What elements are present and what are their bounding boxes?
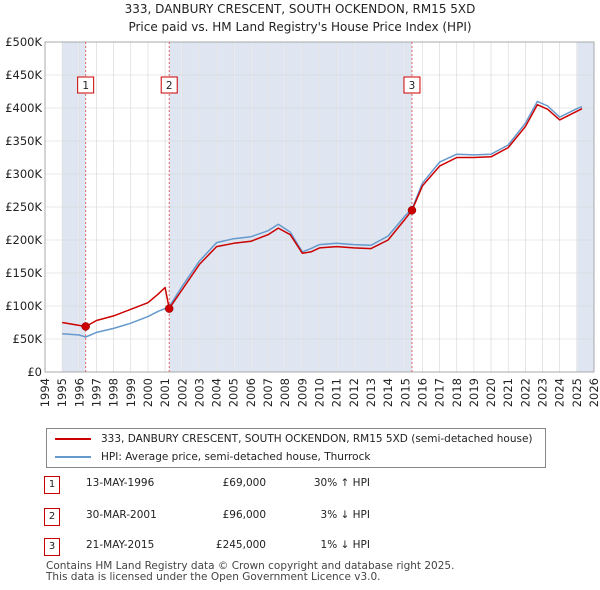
x-tick-label: 2013 [364, 378, 378, 407]
x-tick-label: 2022 [518, 378, 532, 407]
y-tick-label: £150K [5, 266, 42, 280]
price-chart: £0 £50K £100K £150K £200K £250K £300K £350K £400… [5, 35, 600, 407]
transaction-price: £245,000 [215, 539, 266, 551]
sale-label-box [403, 76, 421, 94]
x-tick-label: 2021 [501, 378, 515, 407]
x-tick-label: 1998 [107, 378, 121, 407]
property-line-swatch [55, 438, 91, 440]
sale-point [81, 322, 90, 331]
x-tick-label: 2024 [553, 378, 567, 407]
x-tick-label: 2023 [536, 378, 550, 407]
x-tick-label: 1994 [38, 378, 52, 407]
x-tick-label: 2020 [484, 378, 498, 407]
sale-label: 3 [409, 80, 416, 92]
transaction-price: £69,000 [222, 477, 266, 489]
x-tick-label: 2018 [450, 378, 464, 407]
y-tick-label: £250K [5, 200, 42, 214]
x-tick-label: 2003 [192, 378, 206, 407]
y-tick-label: £100K [5, 299, 42, 313]
hpi-line [62, 100, 583, 338]
legend-hpi-label: HPI: Average price, semi-detached house,… [101, 451, 371, 463]
x-tick-label: 1999 [124, 378, 138, 407]
property-price-line [62, 103, 583, 328]
transaction-hpi: 30% ↑ HPI [313, 477, 370, 489]
x-tick-label: 2008 [278, 378, 292, 407]
x-tick-label: 2019 [467, 378, 481, 407]
legend-property-label: 333, DANBURY CRESCENT, SOUTH OCKENDON, R… [101, 433, 533, 445]
hpi-line-swatch [55, 456, 91, 458]
transaction-marker: 1 [44, 476, 60, 494]
transaction-date: 13-MAY-1996 [86, 477, 155, 489]
x-tick-label: 1995 [55, 378, 69, 407]
sale-point [407, 206, 417, 215]
y-tick-label: £200K [5, 233, 42, 247]
y-tick-label: £500K [5, 35, 42, 49]
x-tick-label: 2006 [244, 378, 258, 407]
x-tick-label: 2017 [433, 378, 447, 407]
x-tick-label: 2005 [227, 378, 241, 407]
transaction-hpi: 3% ↓ HPI [320, 509, 370, 521]
plot-frame [44, 41, 595, 373]
transaction-hpi: 1% ↓ HPI [320, 539, 370, 551]
x-tick-label: 2025 [570, 378, 584, 407]
x-tick-label: 2012 [347, 378, 361, 407]
chart-subtitle: Price paid vs. HM Land Registry's House … [128, 20, 472, 34]
transaction-marker: 2 [44, 508, 60, 526]
x-tick-label: 2009 [295, 378, 309, 407]
x-tick-label: 1996 [72, 378, 86, 407]
x-tick-label: 2011 [330, 378, 344, 407]
sale-point [164, 304, 174, 313]
transaction-date: 30-MAR-2001 [86, 509, 157, 521]
sale-label: 2 [166, 80, 173, 92]
legend-item-property: 333, DANBURY CRESCENT, SOUTH OCKENDON, R… [55, 431, 533, 447]
legend: 333, DANBURY CRESCENT, SOUTH OCKENDON, R… [46, 428, 546, 468]
footer-licence: This data is licensed under the Open Gov… [46, 571, 381, 583]
sale-label-box [160, 76, 178, 94]
x-tick-label: 2004 [210, 378, 224, 407]
footer: Contains HM Land Registry data © Crown c… [46, 561, 454, 583]
x-tick-label: 2015 [398, 378, 412, 407]
x-tick-label: 2002 [175, 378, 189, 407]
y-tick-label: £400K [5, 101, 42, 115]
transaction-price: £96,000 [222, 509, 266, 521]
x-tick-label: 2000 [141, 378, 155, 407]
transaction-date: 21-MAY-2015 [86, 539, 155, 551]
transaction-marker: 3 [44, 538, 60, 556]
y-tick-label: £50K [13, 332, 43, 346]
x-tick-label: 2007 [261, 378, 275, 407]
sale-label-box [77, 76, 95, 94]
x-tick-label: 1997 [89, 378, 103, 407]
y-tick-label: £450K [5, 68, 42, 82]
y-tick-label: £0 [27, 365, 42, 379]
sale-label: 1 [82, 80, 89, 92]
legend-item-hpi: HPI: Average price, semi-detached house,… [55, 449, 370, 465]
x-tick-label: 2026 [587, 378, 600, 407]
footer-copyright: Contains HM Land Registry data © Crown c… [46, 560, 455, 572]
y-tick-label: £350K [5, 134, 42, 148]
y-tick-label: £300K [5, 167, 42, 181]
x-tick-label: 2010 [313, 378, 327, 407]
x-tick-label: 2016 [415, 378, 429, 407]
chart-title: 333, DANBURY CRESCENT, SOUTH OCKENDON, R… [124, 2, 476, 16]
x-tick-label: 2014 [381, 378, 395, 407]
x-tick-label: 2001 [158, 378, 172, 407]
